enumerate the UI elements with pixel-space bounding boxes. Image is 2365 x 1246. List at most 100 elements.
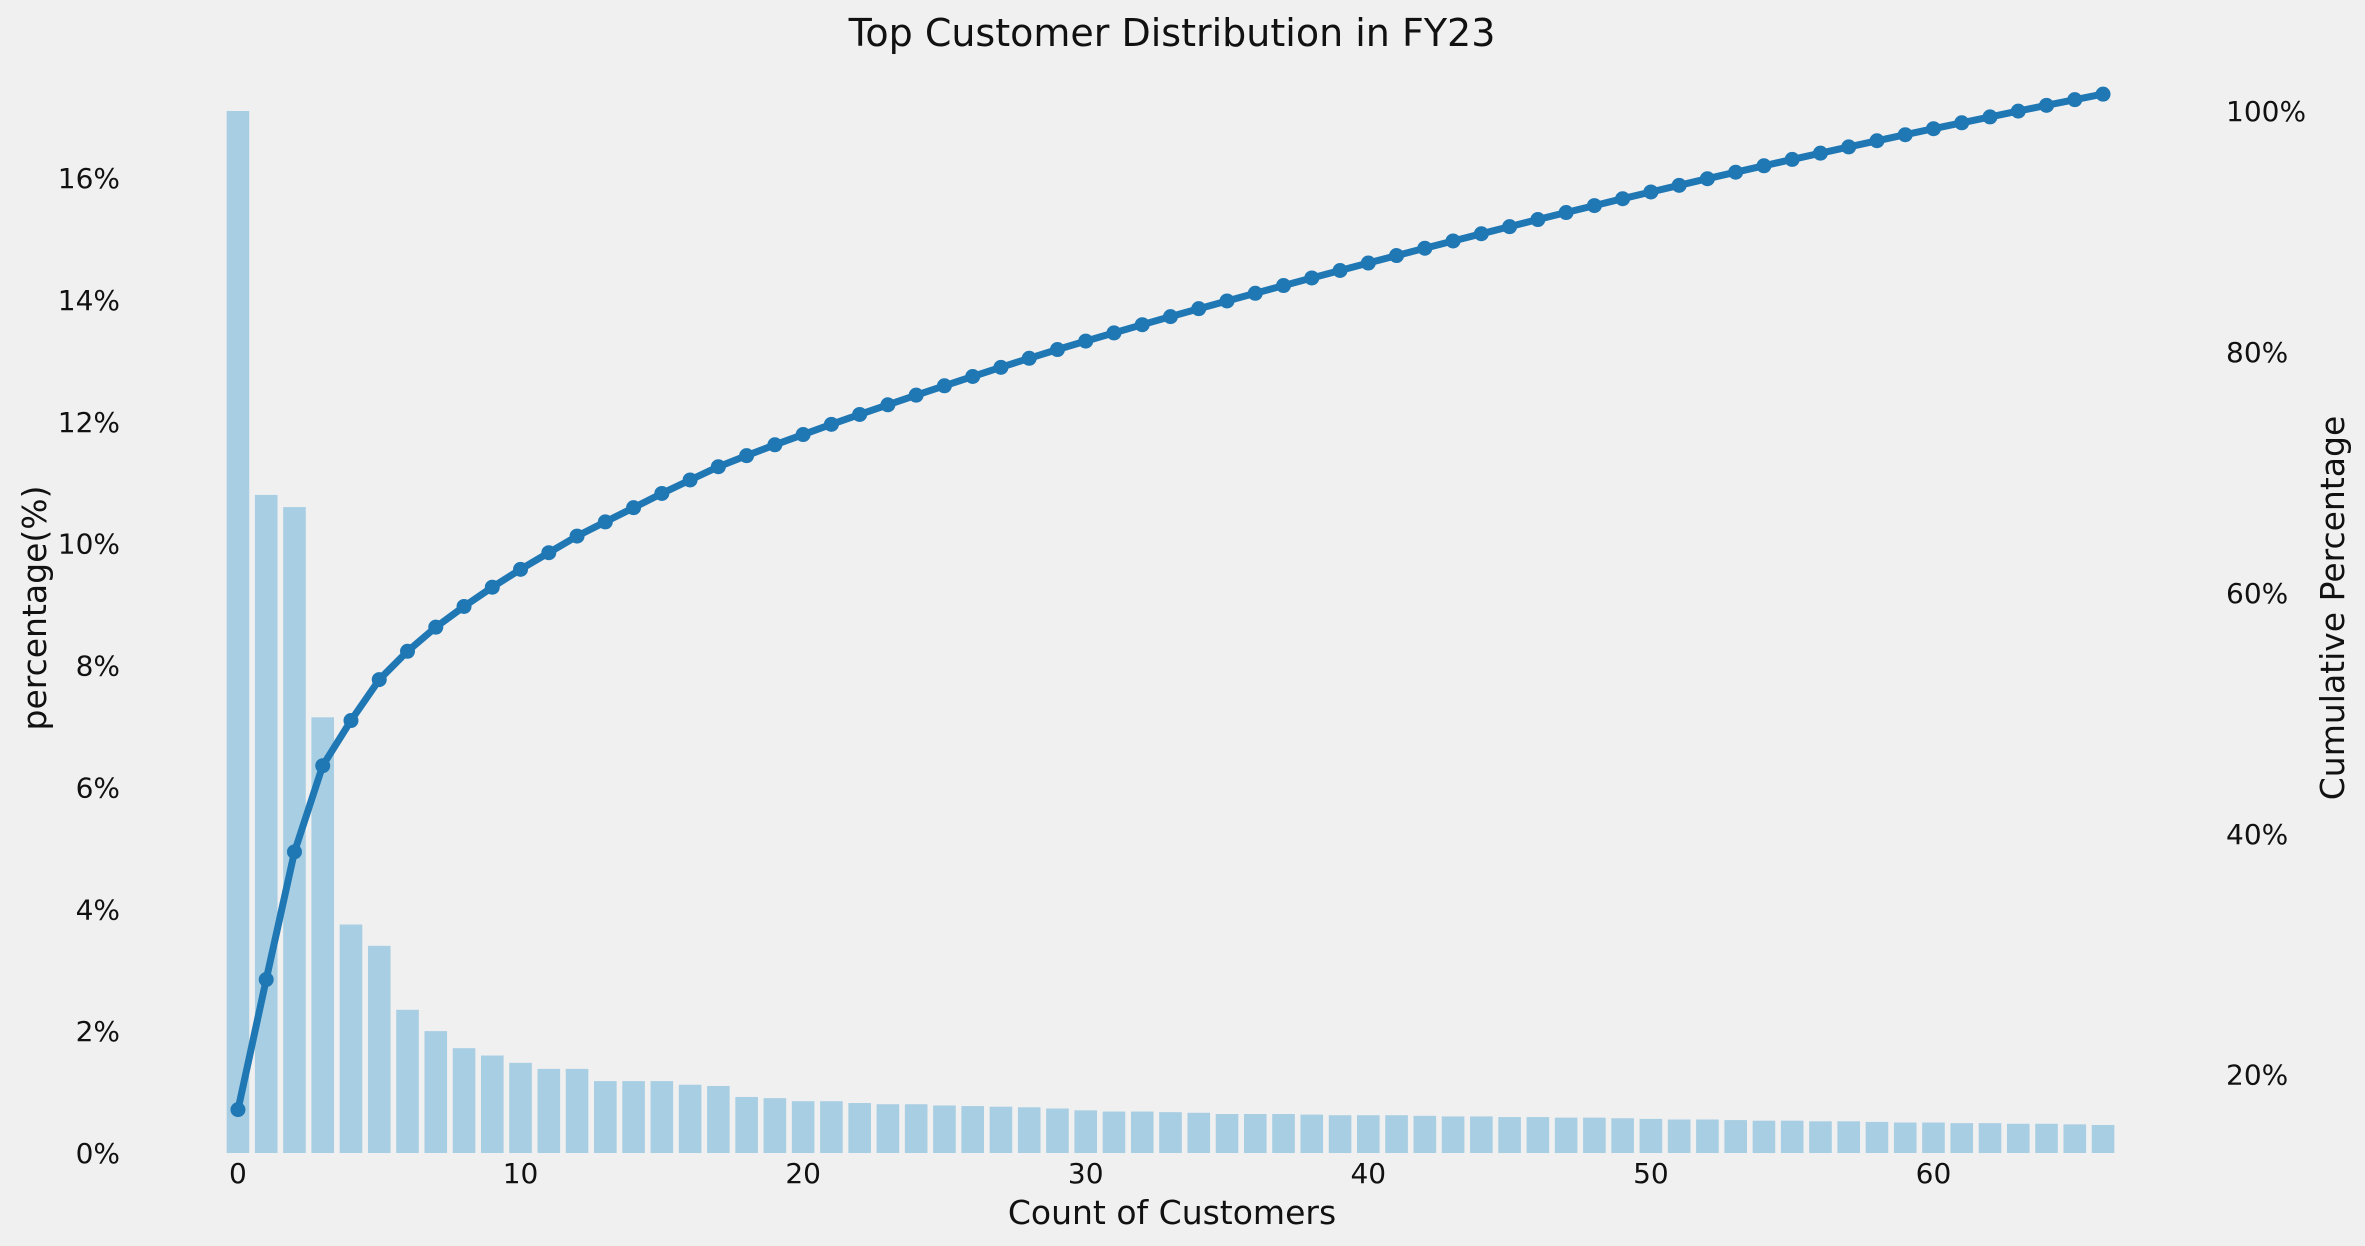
bar xyxy=(1413,1115,1437,1153)
x-tick-label: 20 xyxy=(785,1157,821,1190)
cumulative-point xyxy=(343,713,359,729)
cumulative-point xyxy=(1417,240,1433,256)
cumulative-point xyxy=(1049,342,1065,358)
y-tick-label: 14% xyxy=(58,284,120,317)
bar-series xyxy=(226,111,2115,1153)
y2-axis-label: Cumulative Percentage xyxy=(2313,416,2352,800)
y2-tick-label: 20% xyxy=(2226,1059,2288,1092)
cumulative-point xyxy=(541,545,557,561)
cumulative-point xyxy=(682,472,698,488)
cumulative-point xyxy=(1671,177,1687,193)
cumulative-point xyxy=(1869,133,1885,149)
cumulative-point xyxy=(1389,248,1405,264)
cumulative-point xyxy=(286,844,302,860)
cumulative-point xyxy=(1276,278,1292,294)
bar xyxy=(424,1031,448,1153)
cumulative-point xyxy=(1728,164,1744,180)
cumulative-point xyxy=(993,359,1009,375)
cumulative-point xyxy=(597,514,613,530)
cumulative-point xyxy=(2067,92,2083,108)
bar xyxy=(594,1081,617,1153)
cumulative-point xyxy=(371,672,387,688)
chart-title: Top Customer Distribution in FY23 xyxy=(848,11,1496,55)
bar xyxy=(283,507,306,1153)
bar xyxy=(509,1062,532,1153)
bar xyxy=(1074,1110,1098,1153)
bar xyxy=(763,1098,787,1153)
bar xyxy=(1498,1117,1521,1153)
y2-tick-label: 100% xyxy=(2226,95,2306,128)
bar xyxy=(848,1103,871,1153)
y2-tick-label: 60% xyxy=(2226,577,2288,610)
bar xyxy=(339,924,363,1153)
bar xyxy=(678,1084,702,1153)
cumulative-point xyxy=(1360,255,1376,271)
bar xyxy=(1724,1120,1747,1153)
bar xyxy=(2006,1123,2030,1153)
bar xyxy=(1357,1115,1380,1153)
cumulative-point xyxy=(2010,103,2026,119)
bar xyxy=(961,1106,984,1153)
bar xyxy=(904,1104,928,1153)
y-axis-label: percentage(%) xyxy=(15,486,54,731)
cumulative-point xyxy=(569,528,585,544)
cumulative-point xyxy=(654,485,670,501)
bar xyxy=(1300,1114,1324,1153)
bar xyxy=(933,1105,956,1153)
cumulative-point xyxy=(1134,317,1150,333)
bar xyxy=(1667,1119,1691,1153)
cumulative-point xyxy=(1784,151,1800,167)
cumulative-point xyxy=(2039,97,2055,113)
bar xyxy=(791,1101,815,1153)
cumulative-point xyxy=(456,598,472,614)
cumulative-point xyxy=(1502,219,1518,235)
y-axis-ticks: 0% 2% 4% 6% 8% 10% 12% 14% 16% xyxy=(58,162,120,1170)
y-tick-label: 6% xyxy=(76,771,120,804)
cumulative-point xyxy=(1615,191,1631,207)
x-tick-label: 10 xyxy=(503,1157,539,1190)
bar xyxy=(1780,1120,1804,1153)
cumulative-point xyxy=(400,643,416,659)
y-tick-label: 2% xyxy=(76,1015,120,1048)
bar xyxy=(1865,1121,1889,1153)
y2-axis-ticks: 20% 40% 60% 80% 100% xyxy=(2226,95,2306,1092)
bar xyxy=(820,1101,843,1153)
cumulative-point xyxy=(1530,212,1546,228)
cumulative-point xyxy=(767,437,783,453)
bar xyxy=(1243,1114,1267,1153)
bar xyxy=(1441,1116,1465,1153)
bar xyxy=(1470,1116,1493,1153)
bar xyxy=(1328,1115,1352,1153)
bar xyxy=(1639,1118,1663,1153)
bar xyxy=(1893,1122,1917,1153)
x-tick-label: 40 xyxy=(1350,1157,1386,1190)
cumulative-point xyxy=(795,427,811,443)
bar xyxy=(1583,1117,1606,1153)
bar xyxy=(254,494,278,1153)
bar xyxy=(1752,1120,1776,1153)
bar xyxy=(537,1068,561,1153)
cumulative-point xyxy=(1897,127,1913,143)
bar xyxy=(480,1055,504,1153)
y-tick-label: 4% xyxy=(76,893,120,926)
bar xyxy=(1215,1114,1239,1153)
cumulative-point xyxy=(1191,301,1207,317)
bar xyxy=(1385,1115,1408,1153)
cumulative-point xyxy=(1982,109,1998,125)
cumulative-point xyxy=(1558,205,1574,221)
bar xyxy=(735,1096,758,1153)
bar xyxy=(1102,1111,1126,1153)
bar xyxy=(2035,1123,2058,1153)
cumulative-point xyxy=(1247,285,1263,301)
y-tick-label: 8% xyxy=(76,650,120,683)
cumulative-point xyxy=(908,387,924,403)
cumulative-point xyxy=(626,500,642,516)
bar xyxy=(989,1106,1013,1153)
y-tick-label: 10% xyxy=(58,528,120,561)
x-axis-label: Count of Customers xyxy=(1008,1193,1336,1232)
y-tick-label: 0% xyxy=(76,1137,120,1170)
cumulative-point xyxy=(1812,145,1828,161)
bar xyxy=(1611,1118,1634,1153)
bar xyxy=(1017,1107,1041,1153)
